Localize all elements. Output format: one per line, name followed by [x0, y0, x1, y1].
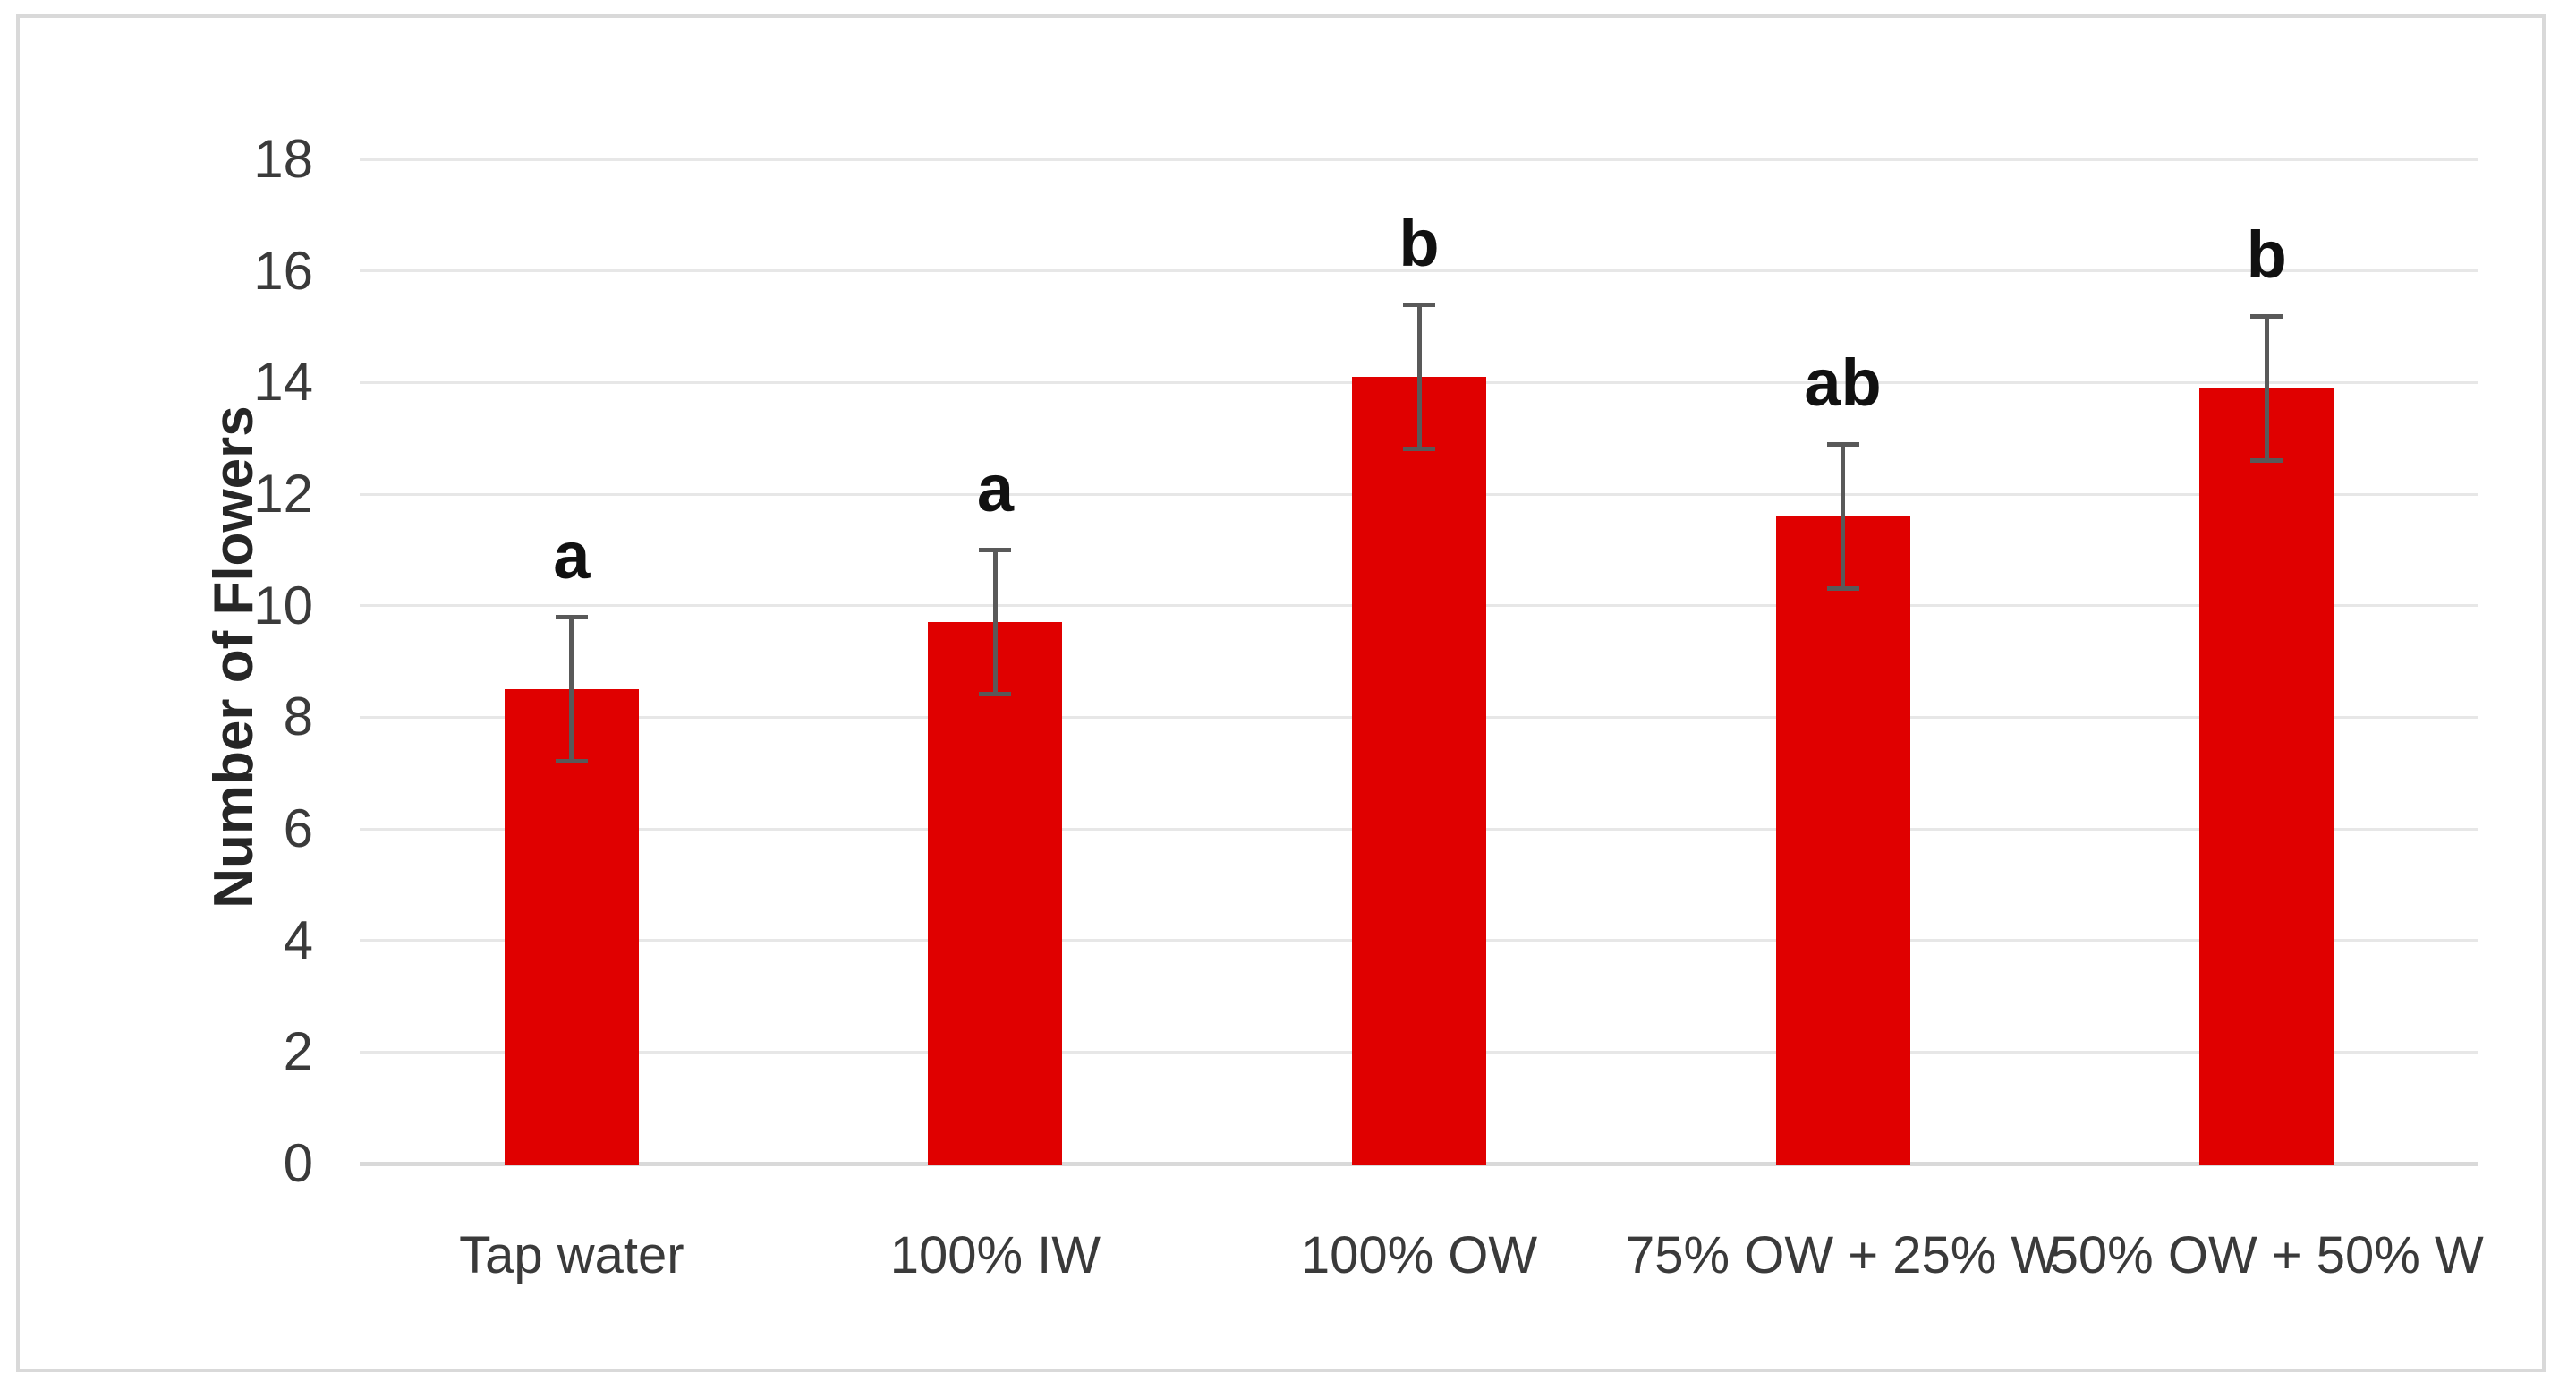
- error-bar-cap-bottom-tap-water: [555, 759, 588, 764]
- x-tick-label-100-iw: 100% IW: [889, 1226, 1101, 1284]
- y-tick-label-4: 4: [283, 909, 313, 970]
- y-tick-label-10: 10: [253, 575, 313, 636]
- error-bar-line-tap-water: [569, 617, 574, 763]
- y-tick-label-12: 12: [253, 464, 313, 524]
- y-tick-label-14: 14: [253, 352, 313, 413]
- bar-100-ow: [1352, 377, 1486, 1165]
- gridline-18: [360, 158, 2478, 161]
- error-bar-cap-top-75-ow-25-w: [1826, 441, 1859, 447]
- x-tick-label-tap-water: Tap water: [459, 1226, 684, 1284]
- gridline-16: [360, 269, 2478, 273]
- sig-letter-100-ow: b: [1399, 206, 1440, 281]
- y-tick-label-8: 8: [283, 687, 313, 747]
- y-tick-label-16: 16: [253, 240, 313, 301]
- x-tick-label-75-ow-25-w: 75% OW + 25% W: [1626, 1226, 2061, 1284]
- error-bar-cap-bottom-50-ow-50-w: [2250, 457, 2283, 463]
- error-bar-cap-top-50-ow-50-w: [2250, 313, 2283, 319]
- y-tick-label-18: 18: [253, 129, 313, 189]
- bar-100-iw: [928, 622, 1063, 1165]
- error-bar-cap-top-100-ow: [1403, 303, 1435, 308]
- bar-50-ow-50-w: [2199, 388, 2334, 1165]
- error-bar-line-100-ow: [1416, 304, 1422, 450]
- y-tick-label-6: 6: [283, 798, 313, 858]
- error-bar-cap-bottom-100-iw: [979, 692, 1012, 697]
- bar-75-ow-25-w: [1775, 516, 1910, 1165]
- error-bar-cap-bottom-100-ow: [1403, 447, 1435, 452]
- y-tick-label-0: 0: [283, 1133, 313, 1193]
- sig-letter-100-iw: a: [976, 451, 1014, 526]
- chart-border-frame: [16, 14, 2546, 1372]
- error-bar-cap-bottom-75-ow-25-w: [1826, 585, 1859, 591]
- bar-tap-water: [504, 689, 639, 1165]
- error-bar-cap-top-100-iw: [979, 548, 1012, 553]
- x-tick-label-50-ow-50-w: 50% OW + 50% W: [2049, 1226, 2484, 1284]
- sig-letter-tap-water: a: [553, 518, 591, 593]
- y-tick-label-2: 2: [283, 1021, 313, 1082]
- x-tick-label-100-ow: 100% OW: [1300, 1226, 1538, 1284]
- error-bar-line-75-ow-25-w: [1841, 443, 1846, 589]
- error-bar-cap-top-tap-water: [555, 615, 588, 620]
- sig-letter-50-ow-50-w: b: [2246, 217, 2287, 292]
- error-bar-line-100-iw: [992, 550, 998, 695]
- error-bar-line-50-ow-50-w: [2264, 315, 2269, 461]
- sig-letter-75-ow-25-w: ab: [1804, 345, 1882, 420]
